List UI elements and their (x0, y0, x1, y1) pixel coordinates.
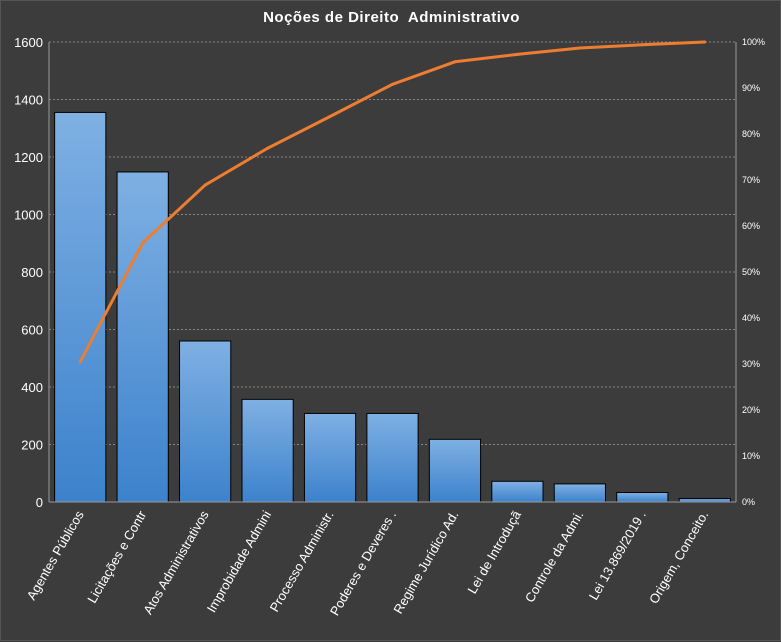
y2-tick-label: 90% (742, 83, 760, 93)
y-tick-label: 800 (21, 265, 43, 280)
cumulative-line (78, 40, 707, 364)
line-point (141, 241, 145, 245)
y2-tick-label: 40% (742, 313, 760, 323)
y-tick-label: 200 (21, 438, 43, 453)
bar (428, 438, 482, 503)
y-tick-label: 1000 (14, 208, 43, 223)
line-point (78, 360, 82, 364)
y-tick-label: 1600 (14, 35, 43, 50)
y2-tick-label: 10% (742, 451, 760, 461)
x-tick-label: Agentes Públicos (24, 508, 87, 603)
x-tick-label: Controle da Admi. (522, 508, 587, 605)
bar (678, 498, 731, 503)
x-tick-label: Processo Administr. (267, 508, 337, 614)
y2-tick-label: 0% (742, 497, 755, 507)
bar (241, 398, 294, 503)
line-point (640, 43, 644, 47)
y-tick-label: 1400 (14, 93, 43, 108)
x-tick-label: Improbidade Admini (204, 508, 274, 615)
bar (491, 480, 544, 503)
y-tick-label: 600 (21, 323, 43, 338)
x-tick-label: Origem, Conceito. (646, 508, 711, 606)
bar (179, 340, 232, 503)
y-tick-label: 0 (36, 495, 43, 510)
bar (303, 412, 357, 503)
x-tick-label: Poderes e Deveres . (327, 508, 399, 618)
y2-tick-label: 50% (742, 267, 760, 277)
gridlines (49, 41, 736, 445)
x-tick-label: Lei 13.869/2019 . (586, 508, 649, 603)
bars (54, 111, 731, 503)
y2-tick-label: 60% (742, 221, 760, 231)
x-tick-label: Atos Administrativos (140, 508, 212, 617)
cumulative-percent-line (78, 40, 705, 363)
y2-tick-label: 80% (742, 129, 760, 139)
y2-tick-label: 20% (742, 405, 760, 415)
line-point (453, 60, 457, 64)
y-tick-label: 400 (21, 380, 43, 395)
line-point (703, 40, 707, 44)
bar (54, 111, 107, 503)
bar (553, 483, 606, 503)
chart-title: Noções de Direito Administrativo (263, 9, 520, 26)
line-point (578, 46, 582, 50)
bar (616, 492, 669, 503)
line-point (515, 52, 519, 56)
x-tick-label: Regime Jurídico Ad. (390, 508, 461, 616)
bar (366, 412, 419, 503)
line-point (266, 146, 270, 150)
line-point (391, 82, 394, 86)
y2-tick-label: 30% (742, 359, 760, 369)
x-tick-label: Lei de Introduçã (464, 507, 524, 596)
bar (116, 171, 169, 503)
line-point (203, 183, 207, 187)
y-tick-label: 1200 (14, 150, 43, 165)
y2-tick-label: 70% (742, 175, 760, 185)
line-point (328, 115, 332, 119)
y2-tick-label: 100% (742, 37, 765, 47)
x-tick-label: Licitações e Contr (84, 507, 149, 605)
